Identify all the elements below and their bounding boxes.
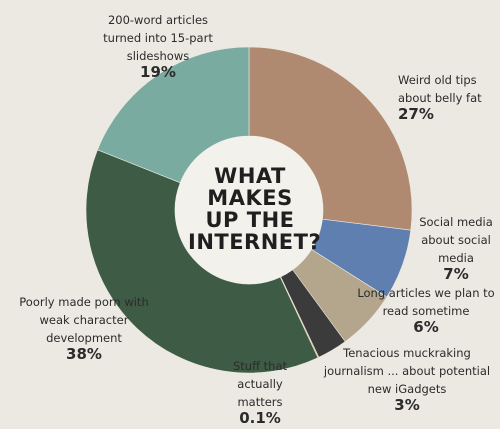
label-long-articles: Long articles we plan to read sometime 6… [357,286,495,336]
label-porn: Poorly made porn with weak character dev… [19,295,149,363]
label-muckraking: Tenacious muckraking journalism ... abou… [323,346,491,414]
label-slideshows: 200-word articles turned into 15-part sl… [103,13,213,81]
label-stuff-that-matters: Stuff that actually matters 0.1% [232,359,288,427]
chart-title: WHAT MAKES UP THE INTERNET? [188,163,322,255]
donut-hole [175,136,323,284]
label-social-media: Social media about social media 7% [419,215,493,283]
label-belly-fat: Weird old tips about belly fat 27% [398,73,482,123]
